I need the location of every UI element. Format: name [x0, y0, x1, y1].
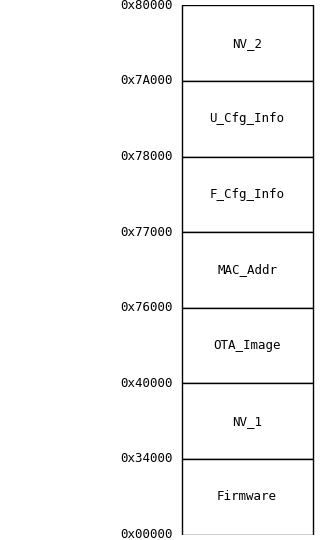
Bar	[182, 232, 313, 308]
Bar	[182, 81, 313, 157]
Text: 0x76000: 0x76000	[121, 301, 173, 314]
Text: 0x80000: 0x80000	[121, 0, 173, 12]
Text: OTA_Image: OTA_Image	[213, 339, 281, 352]
Text: F_Cfg_Info: F_Cfg_Info	[210, 188, 284, 201]
Text: MAC_Addr: MAC_Addr	[217, 264, 277, 276]
Text: 0x00000: 0x00000	[121, 528, 173, 540]
Text: U_Cfg_Info: U_Cfg_Info	[210, 112, 284, 125]
Text: Firmware: Firmware	[217, 490, 277, 503]
Text: 0x40000: 0x40000	[121, 377, 173, 390]
Bar	[182, 157, 313, 232]
Bar	[182, 383, 313, 459]
Text: NV_1: NV_1	[232, 415, 262, 428]
Text: 0x7A000: 0x7A000	[121, 75, 173, 87]
Bar	[182, 5, 313, 81]
Bar	[182, 308, 313, 383]
Text: 0x78000: 0x78000	[121, 150, 173, 163]
Bar	[182, 459, 313, 535]
Text: 0x77000: 0x77000	[121, 226, 173, 239]
Text: 0x34000: 0x34000	[121, 453, 173, 465]
Text: NV_2: NV_2	[232, 37, 262, 50]
